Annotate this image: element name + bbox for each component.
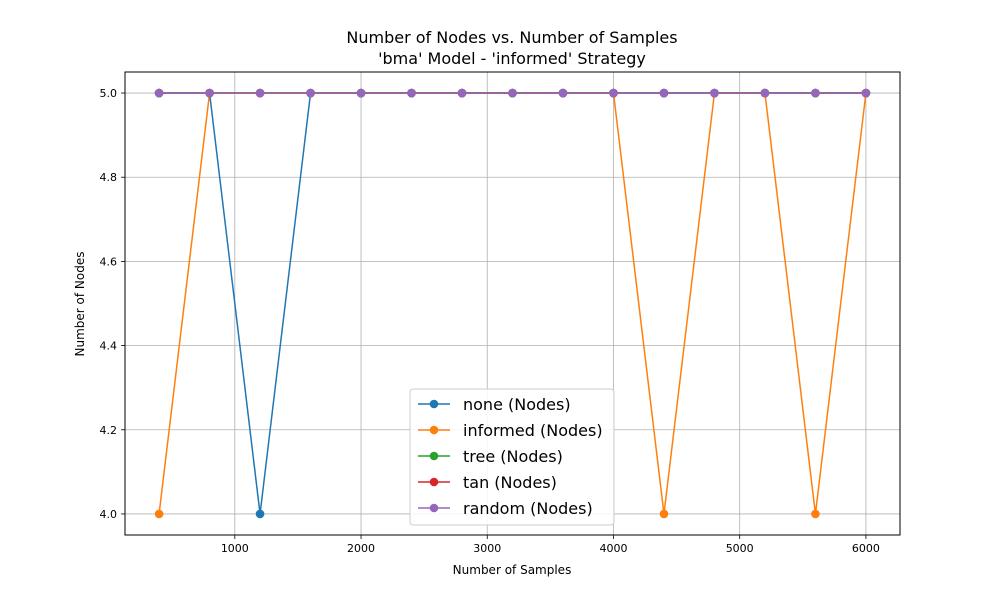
chart-title: Number of Nodes vs. Number of Samples	[346, 28, 677, 47]
data-point	[609, 88, 618, 98]
data-point	[558, 88, 568, 98]
data-point	[659, 509, 669, 519]
data-point	[255, 509, 265, 519]
data-point	[659, 88, 669, 98]
data-point	[306, 88, 315, 98]
legend-label: tan (Nodes)	[463, 473, 557, 492]
data-point	[457, 88, 467, 98]
data-point	[760, 88, 770, 98]
legend-marker	[429, 503, 439, 513]
data-point	[811, 88, 820, 98]
data-point	[811, 509, 820, 519]
x-tick-label: 2000	[347, 542, 375, 555]
x-tick-label: 4000	[599, 542, 627, 555]
legend: none (Nodes) informed (Nodes) tree (Nodes)…	[409, 388, 615, 526]
x-tick-label: 1000	[221, 542, 249, 555]
data-point	[154, 88, 164, 98]
legend-item: tan (Nodes)	[418, 473, 557, 492]
x-tick-label: 5000	[726, 542, 754, 555]
y-tick-label: 5.0	[100, 87, 118, 100]
data-point	[861, 88, 871, 98]
x-tick-label: 3000	[473, 542, 501, 555]
y-tick-label: 4.4	[100, 340, 118, 353]
legend-marker	[429, 399, 439, 409]
legend-item: none (Nodes)	[418, 395, 571, 414]
y-tick-label: 4.8	[100, 171, 118, 184]
legend-label: random (Nodes)	[463, 499, 593, 518]
y-tick-label: 4.0	[100, 508, 118, 521]
legend-label: none (Nodes)	[463, 395, 571, 414]
legend-marker	[429, 425, 439, 435]
data-point	[508, 88, 517, 98]
data-point	[154, 509, 164, 519]
axis-ticks: 1000 2000 3000 4000 5000 6000 4.0 4.2 4.4 4.6 4.8 5…	[100, 87, 880, 555]
y-tick-label: 4.2	[100, 424, 118, 437]
chart-subtitle: 'bma' Model - 'informed' Strategy	[378, 49, 646, 68]
series-group	[154, 88, 871, 519]
legend-label: tree (Nodes)	[463, 447, 563, 466]
y-axis-label: Number of Nodes	[73, 252, 87, 357]
legend-marker	[429, 451, 439, 461]
series-4	[154, 88, 871, 98]
legend-item: tree (Nodes)	[418, 447, 563, 466]
data-point	[205, 88, 214, 98]
plot-area-frame	[124, 71, 901, 536]
legend-item: random (Nodes)	[418, 499, 593, 518]
data-point	[407, 88, 416, 98]
legend-label: informed (Nodes)	[463, 421, 603, 440]
x-tick-label: 6000	[852, 542, 880, 555]
data-point	[356, 88, 366, 98]
x-axis-label: Number of Samples	[453, 563, 572, 577]
legend-marker	[429, 477, 439, 487]
y-tick-label: 4.6	[100, 255, 118, 268]
data-point	[255, 88, 265, 98]
legend-item: informed (Nodes)	[418, 421, 603, 440]
grid	[125, 72, 900, 535]
data-point	[710, 88, 719, 98]
legend-box	[409, 388, 615, 526]
